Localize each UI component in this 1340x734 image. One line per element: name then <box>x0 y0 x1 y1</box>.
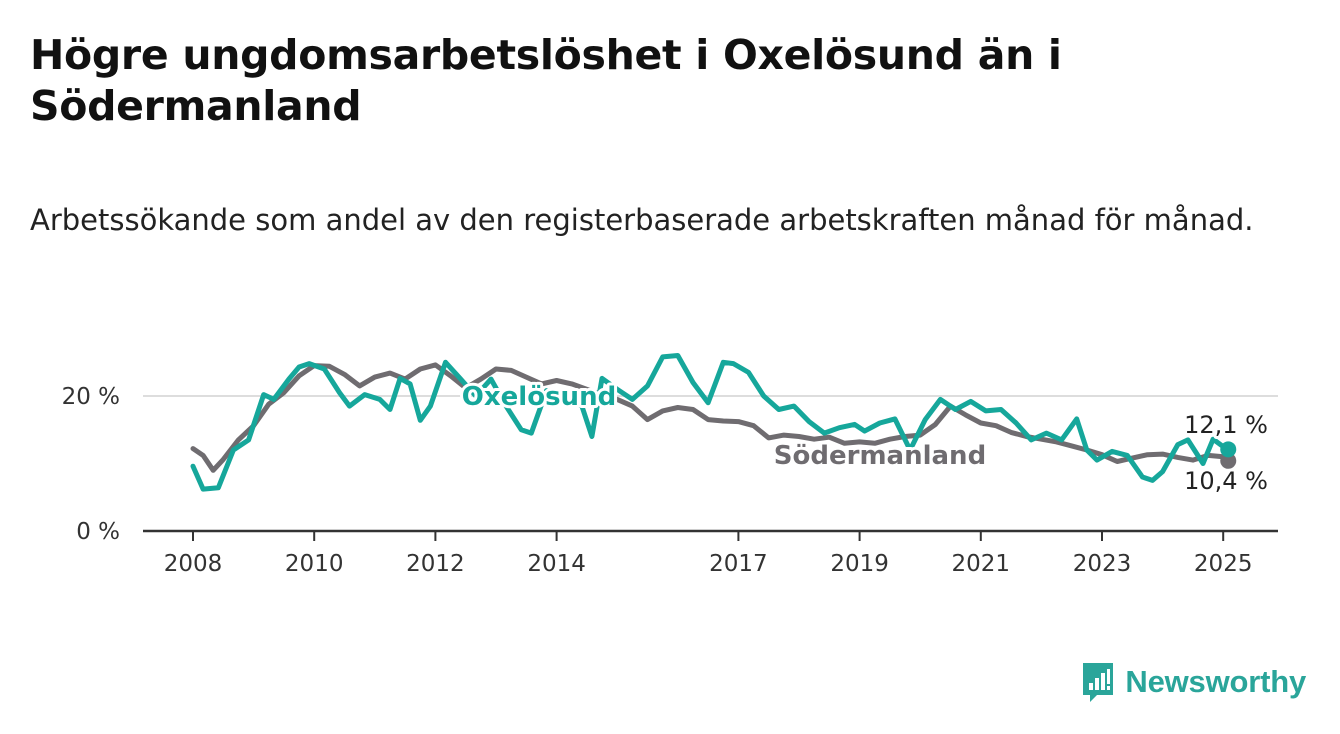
x-tick-label: 2010 <box>285 551 344 577</box>
x-tick-label: 2014 <box>527 551 586 577</box>
x-tick-label: 2025 <box>1194 551 1253 577</box>
chart-subtitle: Arbetssökande som andel av den registerb… <box>30 203 1254 237</box>
x-tick-label: 2008 <box>164 551 223 577</box>
x-tick-label: 2017 <box>709 551 768 577</box>
newsworthy-logo-icon <box>1083 663 1114 702</box>
x-tick-label: 2023 <box>1073 551 1132 577</box>
x-tick-label: 2021 <box>952 551 1011 577</box>
series-labels: Oxelösund Södermanland 12,1 % 10,4 % <box>459 379 1271 498</box>
newsworthy-brand[interactable]: Newsworthy <box>1081 660 1306 704</box>
end-point-sodermanland <box>1220 452 1237 469</box>
axes: 0 % 20 % 2008 2010 2012 2014 2017 2019 2021 2023 2… <box>62 384 1278 577</box>
series-line-oxelosund <box>190 353 1231 492</box>
newsworthy-wordmark: Newsworthy <box>1125 664 1306 699</box>
y-tick-label: 20 % <box>62 384 120 410</box>
y-tick-label: 0 % <box>76 519 120 545</box>
chart-title: Högre ungdomsarbetslöshet i Oxelösund än… <box>30 31 1062 130</box>
series-label-sodermanland: Södermanland <box>774 441 986 471</box>
series-label-oxelosund: Oxelösund <box>462 382 616 412</box>
end-value-sodermanland: 10,4 % <box>1184 467 1268 495</box>
series-line-sodermanland <box>190 362 1231 473</box>
x-tick-label: 2012 <box>406 551 465 577</box>
series-lines <box>190 353 1231 492</box>
end-point-oxelosund <box>1220 441 1237 458</box>
x-tick-label: 2019 <box>830 551 889 577</box>
end-value-oxelosund: 12,1 % <box>1184 411 1268 439</box>
